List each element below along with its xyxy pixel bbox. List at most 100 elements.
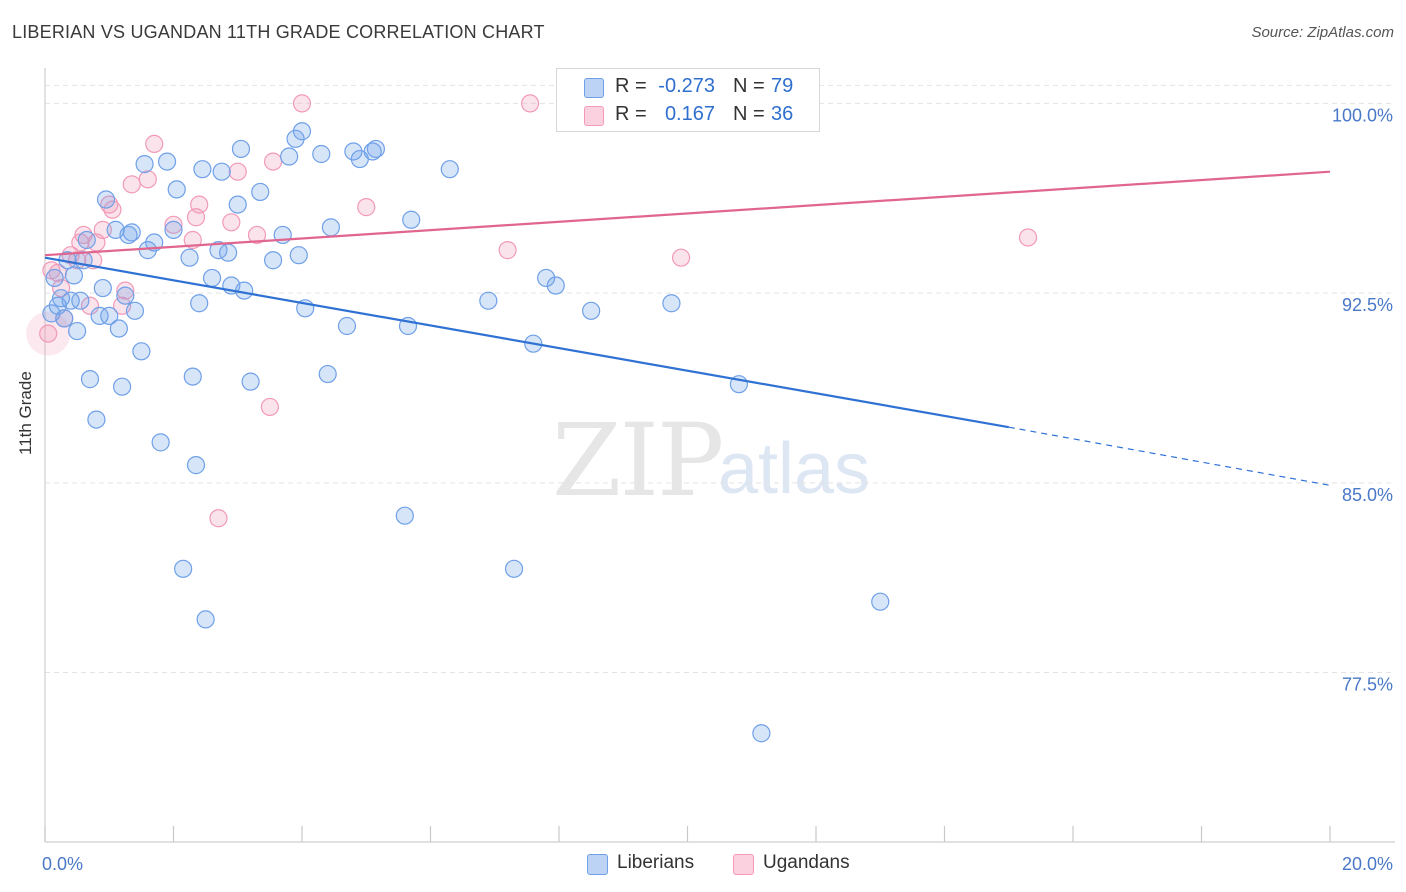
ugandan-point	[498, 241, 517, 260]
watermark-zip: ZIP	[552, 402, 724, 519]
liberian-point	[80, 370, 100, 389]
liberian-points	[42, 122, 890, 743]
ugandan-point	[164, 215, 183, 234]
liberian-point	[96, 190, 116, 209]
liberian-point	[151, 433, 170, 452]
y-tick-label: 92.5%	[1342, 295, 1393, 315]
liberian-point	[90, 306, 109, 325]
liberian-point	[125, 301, 145, 320]
ugandan-trend-line	[44, 170, 1331, 257]
ugandan-point	[103, 200, 122, 219]
liberian-point	[752, 724, 771, 743]
liberian-point	[132, 342, 151, 361]
liberian-point	[180, 248, 199, 267]
ugandan-point	[51, 278, 71, 298]
bottom-legend-label-ugandans: Ugandans	[763, 852, 850, 873]
bottom-legend-swatch-ugandans	[733, 854, 754, 875]
liberian-point	[228, 195, 247, 214]
liberian-point	[231, 139, 251, 159]
liberian-point	[167, 180, 186, 199]
liberian-point	[363, 142, 382, 161]
ugandan-point	[260, 397, 279, 417]
liberian-point	[344, 142, 363, 161]
liberian-point	[537, 268, 556, 288]
legend-r-value: 0.167	[664, 103, 715, 125]
liberian-trend-line	[44, 256, 1009, 429]
liberian-point	[662, 294, 681, 313]
liberian-point	[193, 160, 212, 179]
liberian-point	[546, 276, 565, 295]
ugandan-point	[263, 152, 283, 171]
liberian-point	[55, 309, 74, 328]
legend-row-liberians: R = -0.273 N = 79	[557, 73, 819, 101]
liberian-point	[312, 144, 331, 164]
ugandan-point	[100, 195, 119, 214]
liberian-point	[402, 210, 421, 229]
legend-row-ugandans: R = 0.167 N = 36	[557, 101, 819, 129]
x-tick-label: 20.0%	[1342, 854, 1393, 874]
liberian-trend-extension	[1008, 426, 1331, 486]
legend-n-label: N =	[733, 75, 765, 97]
liberian-point	[116, 286, 135, 305]
ugandan-point	[116, 281, 135, 300]
liberian-point	[112, 377, 132, 396]
liberian-point	[100, 306, 119, 325]
liberian-point	[174, 559, 193, 578]
ugandan-point	[190, 195, 209, 214]
axes	[44, 68, 1395, 843]
liberian-point	[157, 152, 177, 171]
bottom-legend-label-liberians: Liberians	[617, 852, 695, 873]
legend-r-value: -0.273	[658, 75, 715, 97]
trend-lines	[44, 170, 1331, 486]
x-tick-label: 0.0%	[42, 854, 83, 874]
liberian-point	[337, 316, 357, 336]
liberian-point	[109, 319, 128, 338]
liberian-point	[280, 147, 299, 166]
liberian-point	[164, 220, 183, 239]
liberian-point	[440, 160, 459, 179]
liberian-point	[122, 223, 141, 242]
y-tick-label: 77.5%	[1342, 675, 1393, 695]
liberian-point	[263, 251, 283, 270]
ugandan-point	[145, 134, 164, 153]
legend-n-label: N =	[733, 103, 765, 125]
liberian-point	[582, 301, 601, 320]
source-label: Source: ZipAtlas.com	[1251, 24, 1394, 41]
ugandan-point	[292, 94, 312, 113]
y-tick-label: 85.0%	[1342, 485, 1393, 505]
liberian-point	[504, 559, 524, 578]
liberian-point	[318, 364, 337, 384]
liberian-point	[251, 182, 270, 202]
y-tick-label: 100.0%	[1332, 105, 1393, 125]
liberian-point	[64, 266, 84, 285]
liberian-point	[45, 268, 64, 288]
liberian-point	[68, 321, 87, 341]
liberian-point	[286, 129, 305, 148]
liberian-point	[77, 230, 96, 250]
ugandan-point	[138, 170, 157, 189]
liberian-point	[183, 367, 202, 386]
liberian-point	[119, 225, 138, 245]
ugandan-point	[39, 324, 58, 343]
ugandan-point-cluster	[26, 311, 71, 356]
tick-labels: 100.0% 92.5% 85.0% 77.5% 0.0% 20.0%	[42, 105, 1393, 874]
liberian-point	[321, 218, 341, 237]
liberian-point	[209, 241, 228, 260]
legend-swatch-ugandans	[584, 106, 604, 126]
ugandan-points	[26, 94, 1038, 528]
watermark-atlas: atlas	[718, 429, 871, 509]
ugandan-point	[1018, 228, 1038, 247]
ugandan-point	[247, 225, 267, 245]
liberian-point	[202, 268, 222, 288]
bottom-legend-swatch-liberians	[587, 854, 608, 875]
liberian-point	[93, 278, 112, 298]
liberian-point	[241, 372, 260, 391]
liberian-point	[289, 246, 308, 265]
legend-r-label: R =	[615, 75, 647, 97]
ugandan-point	[209, 509, 228, 528]
legend-n-value: 36	[771, 103, 794, 125]
ugandan-point	[122, 175, 141, 194]
liberian-point	[366, 139, 385, 159]
ugandan-point	[93, 220, 112, 239]
legend-r-label: R =	[615, 103, 647, 125]
